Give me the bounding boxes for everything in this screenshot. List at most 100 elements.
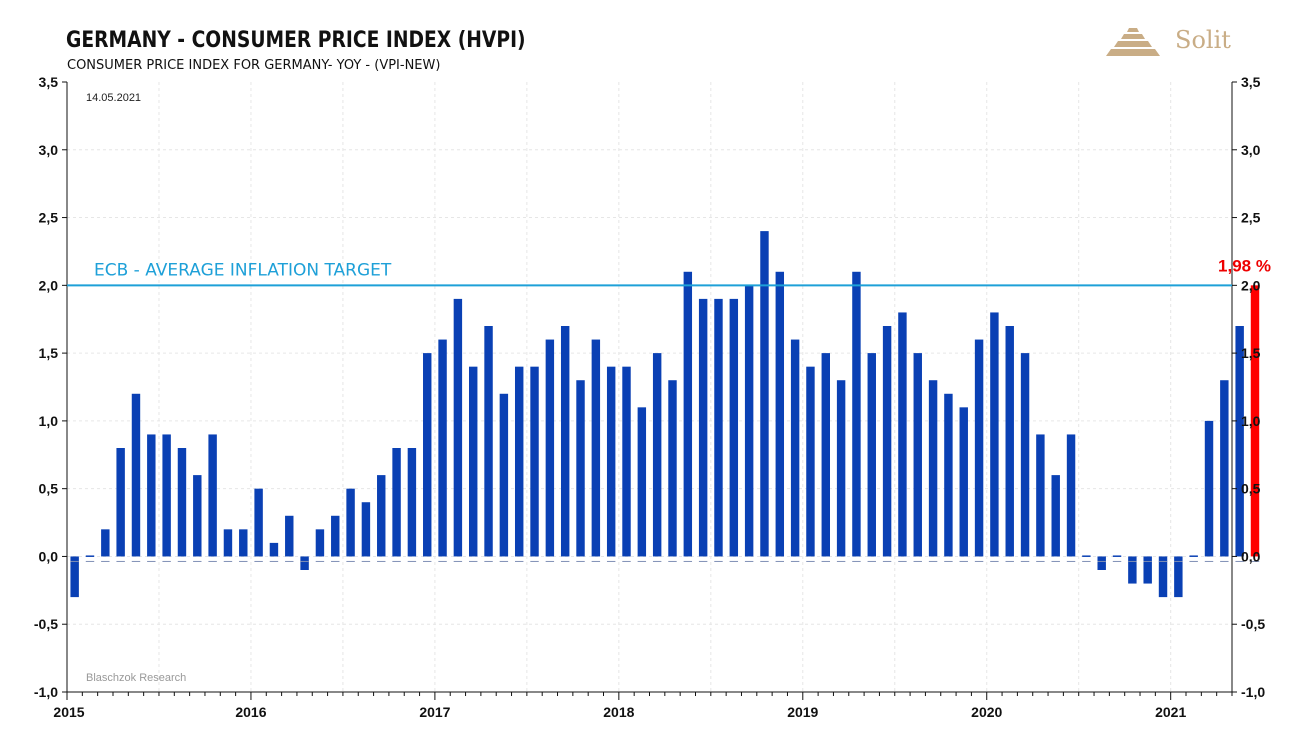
- bar-71: [1158, 556, 1168, 598]
- bar-58: [959, 407, 968, 557]
- bar-62: [1020, 353, 1030, 557]
- bar-57: [944, 393, 953, 557]
- y-tick-label-right: 0,0: [1241, 548, 1261, 564]
- y-tick-label-right: 3,5: [1241, 74, 1261, 90]
- y-tick-label-left: 3,5: [39, 74, 59, 90]
- bar-20: [377, 475, 386, 557]
- chart-axes: [66, 82, 1233, 700]
- bar-10: [223, 529, 233, 557]
- bar-14: [285, 515, 294, 557]
- bar-16: [315, 529, 325, 557]
- bar-35: [606, 366, 616, 557]
- bar-31: [545, 339, 555, 557]
- bar-66: [1082, 555, 1091, 557]
- bar-47: [790, 339, 800, 557]
- y-tick-label-right: 2,5: [1241, 210, 1261, 226]
- bar-12: [254, 488, 263, 557]
- bar-63: [1036, 434, 1045, 557]
- y-axis-left: 3,5 3,0 2,5 2,0 1,5 1,0 0,5 0,0 -0,5 -1,0: [34, 74, 67, 700]
- y-tick-label-left: 2,0: [39, 277, 59, 293]
- bar-72: [1174, 556, 1183, 598]
- bar-41: [698, 298, 708, 557]
- bar-22: [407, 448, 417, 557]
- bar-76: [1235, 326, 1244, 557]
- y-tick-label-left: 3,0: [39, 142, 59, 158]
- chart-subtitle: CONSUMER PRICE INDEX FOR GERMANY- YOY - …: [67, 58, 441, 73]
- last-value-label: 1,98 %: [1218, 256, 1271, 275]
- bar-30: [530, 366, 539, 557]
- logo-text: Solit: [1175, 26, 1231, 54]
- chart-title: GERMANY - CONSUMER PRICE INDEX (HVPI): [66, 28, 526, 53]
- y-tick-label-right: 1,0: [1241, 413, 1261, 429]
- y-tick-label-right: -1,0: [1241, 684, 1265, 700]
- bar-6: [162, 434, 171, 557]
- y-tick-label-left: -0,5: [34, 616, 58, 632]
- x-tick-label: 2015: [53, 704, 84, 720]
- y-tick-label-right: -0,5: [1241, 616, 1265, 632]
- bar-15: [300, 556, 309, 570]
- chart-bars: [70, 231, 1260, 598]
- bar-9: [208, 434, 217, 557]
- bar-56: [928, 380, 938, 557]
- bar-45: [760, 231, 769, 557]
- x-tick-label: 2018: [603, 704, 634, 720]
- y-tick-label-left: -1,0: [34, 684, 58, 700]
- y-tick-label-left: 0,0: [39, 548, 59, 564]
- bar-54: [898, 312, 907, 557]
- y-tick-label-left: 1,5: [39, 345, 59, 361]
- date-label: 14.05.2021: [86, 92, 141, 104]
- bar-68: [1112, 555, 1122, 557]
- y-tick-label-left: 1,0: [39, 413, 59, 429]
- bar-18: [346, 488, 355, 557]
- bar-32: [560, 326, 570, 557]
- bar-52: [867, 353, 876, 557]
- bar-29: [514, 366, 524, 557]
- bar-39: [668, 380, 677, 557]
- bar-48: [806, 366, 815, 557]
- bar-3: [116, 448, 125, 557]
- bar-51: [852, 271, 861, 557]
- bar-42: [714, 298, 723, 557]
- bar-40: [683, 271, 693, 557]
- bar-17: [331, 515, 340, 557]
- bar-11: [239, 529, 248, 557]
- bar-73: [1189, 555, 1198, 557]
- x-tick-label: 2020: [971, 704, 1002, 720]
- bar-77: [1250, 285, 1260, 557]
- bar-28: [499, 393, 509, 557]
- bar-2: [101, 529, 110, 557]
- bar-7: [177, 448, 187, 557]
- x-tick-label: 2019: [787, 704, 818, 720]
- bar-61: [1005, 326, 1014, 557]
- bar-55: [913, 353, 922, 557]
- bar-34: [591, 339, 601, 557]
- bar-43: [729, 298, 739, 557]
- bar-60: [990, 312, 999, 557]
- y-tick-label-left: 0,5: [39, 481, 59, 497]
- bar-38: [652, 353, 662, 557]
- bar-25: [453, 298, 463, 557]
- bar-1: [85, 555, 95, 557]
- bar-21: [392, 448, 401, 557]
- bar-50: [836, 380, 846, 557]
- y-tick-label-right: 2,0: [1241, 277, 1261, 293]
- x-tick-label: 2017: [419, 704, 450, 720]
- source-label: Blaschzok Research: [86, 672, 186, 684]
- bar-27: [484, 326, 493, 557]
- bar-36: [622, 366, 631, 557]
- bar-26: [469, 366, 478, 557]
- bar-69: [1128, 556, 1137, 584]
- bar-65: [1066, 434, 1076, 557]
- bar-67: [1097, 556, 1106, 570]
- y-tick-label-right: 3,0: [1241, 142, 1261, 158]
- bar-13: [269, 542, 279, 557]
- bar-59: [974, 339, 984, 557]
- bar-70: [1143, 556, 1152, 584]
- y-axis-right: 3,5 3,0 2,5 2,0 1,5 1,0 0,5 0,0 -0,5 -1,0: [1232, 74, 1265, 700]
- bar-33: [576, 380, 585, 557]
- bar-49: [821, 353, 830, 557]
- ecb-target-label: ECB - AVERAGE INFLATION TARGET: [94, 260, 392, 280]
- x-tick-label: 2021: [1155, 704, 1186, 720]
- bar-5: [147, 434, 156, 557]
